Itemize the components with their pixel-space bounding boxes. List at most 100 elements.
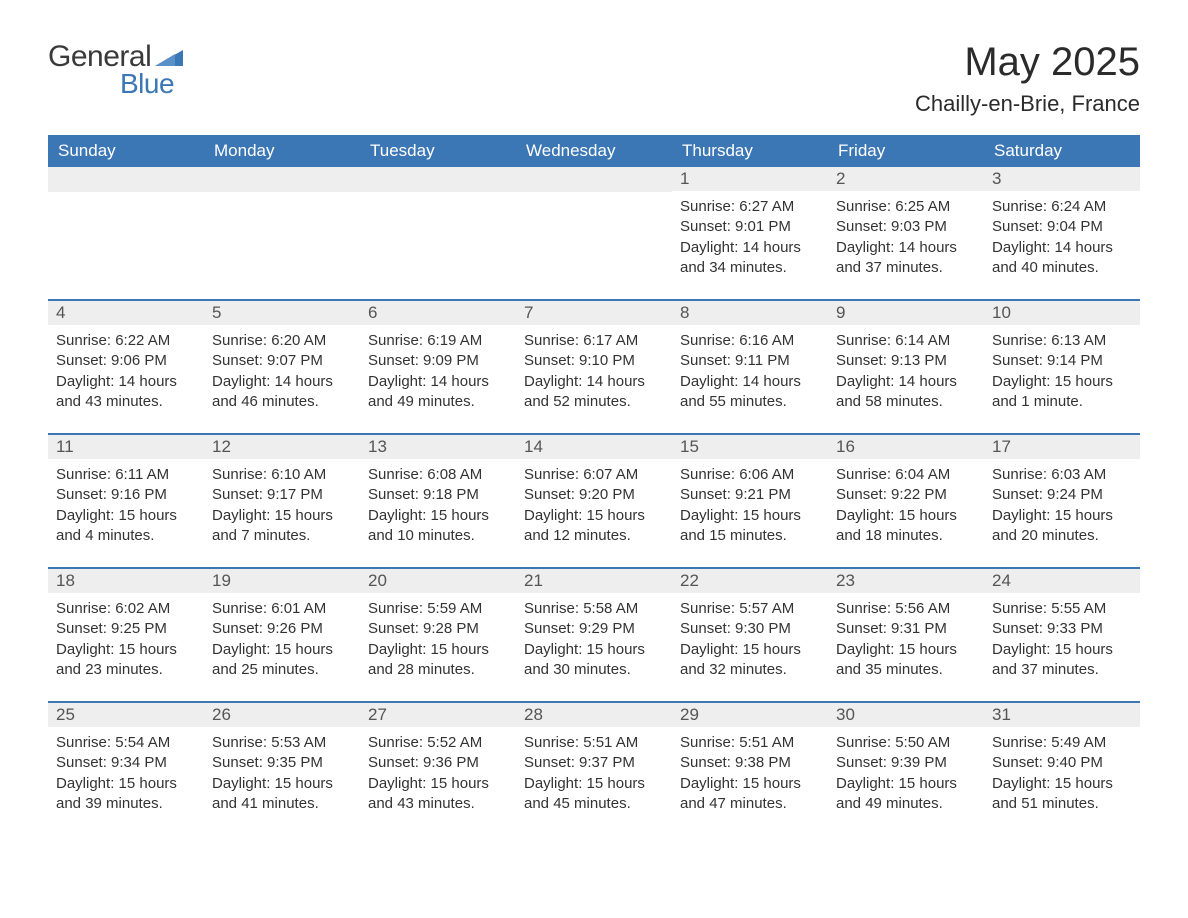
sunrise-line: Sunrise: 6:24 AM	[992, 197, 1132, 217]
sunrise-label: Sunrise:	[992, 332, 1051, 349]
sunset-value: 9:25 PM	[111, 620, 167, 637]
sunset-label: Sunset:	[524, 754, 579, 771]
sunrise-line: Sunrise: 6:27 AM	[680, 197, 820, 217]
daylight-label: Daylight:	[992, 373, 1055, 390]
sunrise-label: Sunrise:	[212, 466, 271, 483]
title-block: May 2025 Chailly-en-Brie, France	[915, 40, 1140, 117]
day-cell: 10Sunrise: 6:13 AMSunset: 9:14 PMDayligh…	[984, 301, 1140, 419]
daylight-line: Daylight: 15 hours and 32 minutes.	[680, 640, 820, 681]
sunset-line: Sunset: 9:39 PM	[836, 753, 976, 773]
day-number: 7	[516, 301, 672, 325]
sunrise-value: 6:16 AM	[739, 332, 794, 349]
sunset-value: 9:03 PM	[891, 218, 947, 235]
sunrise-label: Sunrise:	[212, 332, 271, 349]
sunrise-label: Sunrise:	[56, 332, 115, 349]
day-cell: 20Sunrise: 5:59 AMSunset: 9:28 PMDayligh…	[360, 569, 516, 687]
sunrise-label: Sunrise:	[368, 734, 427, 751]
sunrise-label: Sunrise:	[212, 600, 271, 617]
day-body: Sunrise: 6:08 AMSunset: 9:18 PMDaylight:…	[360, 459, 516, 550]
sunset-label: Sunset:	[680, 486, 735, 503]
sunrise-line: Sunrise: 5:55 AM	[992, 599, 1132, 619]
sunset-line: Sunset: 9:10 PM	[524, 351, 664, 371]
sunset-label: Sunset:	[368, 486, 423, 503]
sunset-label: Sunset:	[368, 754, 423, 771]
sunrise-value: 6:03 AM	[1051, 466, 1106, 483]
sunrise-line: Sunrise: 6:08 AM	[368, 465, 508, 485]
day-number: 28	[516, 703, 672, 727]
sunset-line: Sunset: 9:13 PM	[836, 351, 976, 371]
day-body: Sunrise: 5:58 AMSunset: 9:29 PMDaylight:…	[516, 593, 672, 684]
daylight-line: Daylight: 15 hours and 41 minutes.	[212, 774, 352, 815]
daylight-label: Daylight:	[56, 775, 119, 792]
day-cell: 3Sunrise: 6:24 AMSunset: 9:04 PMDaylight…	[984, 167, 1140, 285]
sunset-label: Sunset:	[992, 352, 1047, 369]
sunset-label: Sunset:	[524, 620, 579, 637]
sunrise-value: 5:55 AM	[1051, 600, 1106, 617]
page-header: General Blue May 2025 Chailly-en-Brie, F…	[48, 40, 1140, 117]
daylight-line: Daylight: 14 hours and 49 minutes.	[368, 372, 508, 413]
sunrise-value: 5:59 AM	[427, 600, 482, 617]
daylight-line: Daylight: 14 hours and 43 minutes.	[56, 372, 196, 413]
daylight-label: Daylight:	[524, 373, 587, 390]
day-cell: 18Sunrise: 6:02 AMSunset: 9:25 PMDayligh…	[48, 569, 204, 687]
sunset-line: Sunset: 9:04 PM	[992, 217, 1132, 237]
day-cell	[204, 167, 360, 285]
day-number: 5	[204, 301, 360, 325]
sunrise-label: Sunrise:	[680, 198, 739, 215]
daylight-line: Daylight: 15 hours and 10 minutes.	[368, 506, 508, 547]
calendar-grid: SundayMondayTuesdayWednesdayThursdayFrid…	[48, 135, 1140, 821]
sunrise-line: Sunrise: 6:13 AM	[992, 331, 1132, 351]
weekday-header: Tuesday	[360, 135, 516, 167]
daylight-label: Daylight:	[368, 775, 431, 792]
month-title: May 2025	[915, 40, 1140, 85]
day-cell: 11Sunrise: 6:11 AMSunset: 9:16 PMDayligh…	[48, 435, 204, 553]
sunrise-value: 6:13 AM	[1051, 332, 1106, 349]
daylight-line: Daylight: 15 hours and 35 minutes.	[836, 640, 976, 681]
daylight-line: Daylight: 15 hours and 45 minutes.	[524, 774, 664, 815]
daylight-label: Daylight:	[992, 239, 1055, 256]
sunset-label: Sunset:	[836, 486, 891, 503]
sunset-line: Sunset: 9:20 PM	[524, 485, 664, 505]
day-cell: 4Sunrise: 6:22 AMSunset: 9:06 PMDaylight…	[48, 301, 204, 419]
day-cell: 9Sunrise: 6:14 AMSunset: 9:13 PMDaylight…	[828, 301, 984, 419]
sunset-line: Sunset: 9:35 PM	[212, 753, 352, 773]
sunrise-value: 6:24 AM	[1051, 198, 1106, 215]
daylight-line: Daylight: 15 hours and 51 minutes.	[992, 774, 1132, 815]
sunrise-line: Sunrise: 5:59 AM	[368, 599, 508, 619]
sunrise-label: Sunrise:	[992, 466, 1051, 483]
sunrise-label: Sunrise:	[524, 466, 583, 483]
sunset-line: Sunset: 9:01 PM	[680, 217, 820, 237]
day-body: Sunrise: 5:51 AMSunset: 9:37 PMDaylight:…	[516, 727, 672, 818]
sunset-value: 9:36 PM	[423, 754, 479, 771]
daylight-label: Daylight:	[368, 507, 431, 524]
sunrise-label: Sunrise:	[368, 466, 427, 483]
daylight-line: Daylight: 14 hours and 55 minutes.	[680, 372, 820, 413]
sunrise-value: 6:01 AM	[271, 600, 326, 617]
sunrise-value: 6:20 AM	[271, 332, 326, 349]
sunset-value: 9:22 PM	[891, 486, 947, 503]
sunrise-value: 5:53 AM	[271, 734, 326, 751]
daylight-label: Daylight:	[212, 775, 275, 792]
daylight-label: Daylight:	[680, 507, 743, 524]
sunrise-line: Sunrise: 6:07 AM	[524, 465, 664, 485]
sunrise-line: Sunrise: 6:03 AM	[992, 465, 1132, 485]
weekday-header: Monday	[204, 135, 360, 167]
day-body: Sunrise: 5:57 AMSunset: 9:30 PMDaylight:…	[672, 593, 828, 684]
sunset-line: Sunset: 9:31 PM	[836, 619, 976, 639]
day-cell: 31Sunrise: 5:49 AMSunset: 9:40 PMDayligh…	[984, 703, 1140, 821]
brand-triangle-icon	[155, 46, 183, 66]
sunrise-value: 6:25 AM	[895, 198, 950, 215]
sunrise-value: 5:52 AM	[427, 734, 482, 751]
sunrise-label: Sunrise:	[56, 466, 115, 483]
empty-daynum	[48, 167, 204, 192]
sunset-value: 9:31 PM	[891, 620, 947, 637]
sunrise-line: Sunrise: 5:56 AM	[836, 599, 976, 619]
sunset-value: 9:20 PM	[579, 486, 635, 503]
sunset-line: Sunset: 9:30 PM	[680, 619, 820, 639]
day-cell: 29Sunrise: 5:51 AMSunset: 9:38 PMDayligh…	[672, 703, 828, 821]
day-body: Sunrise: 5:52 AMSunset: 9:36 PM Daylight:…	[360, 727, 516, 818]
empty-daynum	[516, 167, 672, 192]
day-body: Sunrise: 6:02 AMSunset: 9:25 PMDaylight:…	[48, 593, 204, 684]
sunrise-value: 6:14 AM	[895, 332, 950, 349]
sunset-value: 9:30 PM	[735, 620, 791, 637]
